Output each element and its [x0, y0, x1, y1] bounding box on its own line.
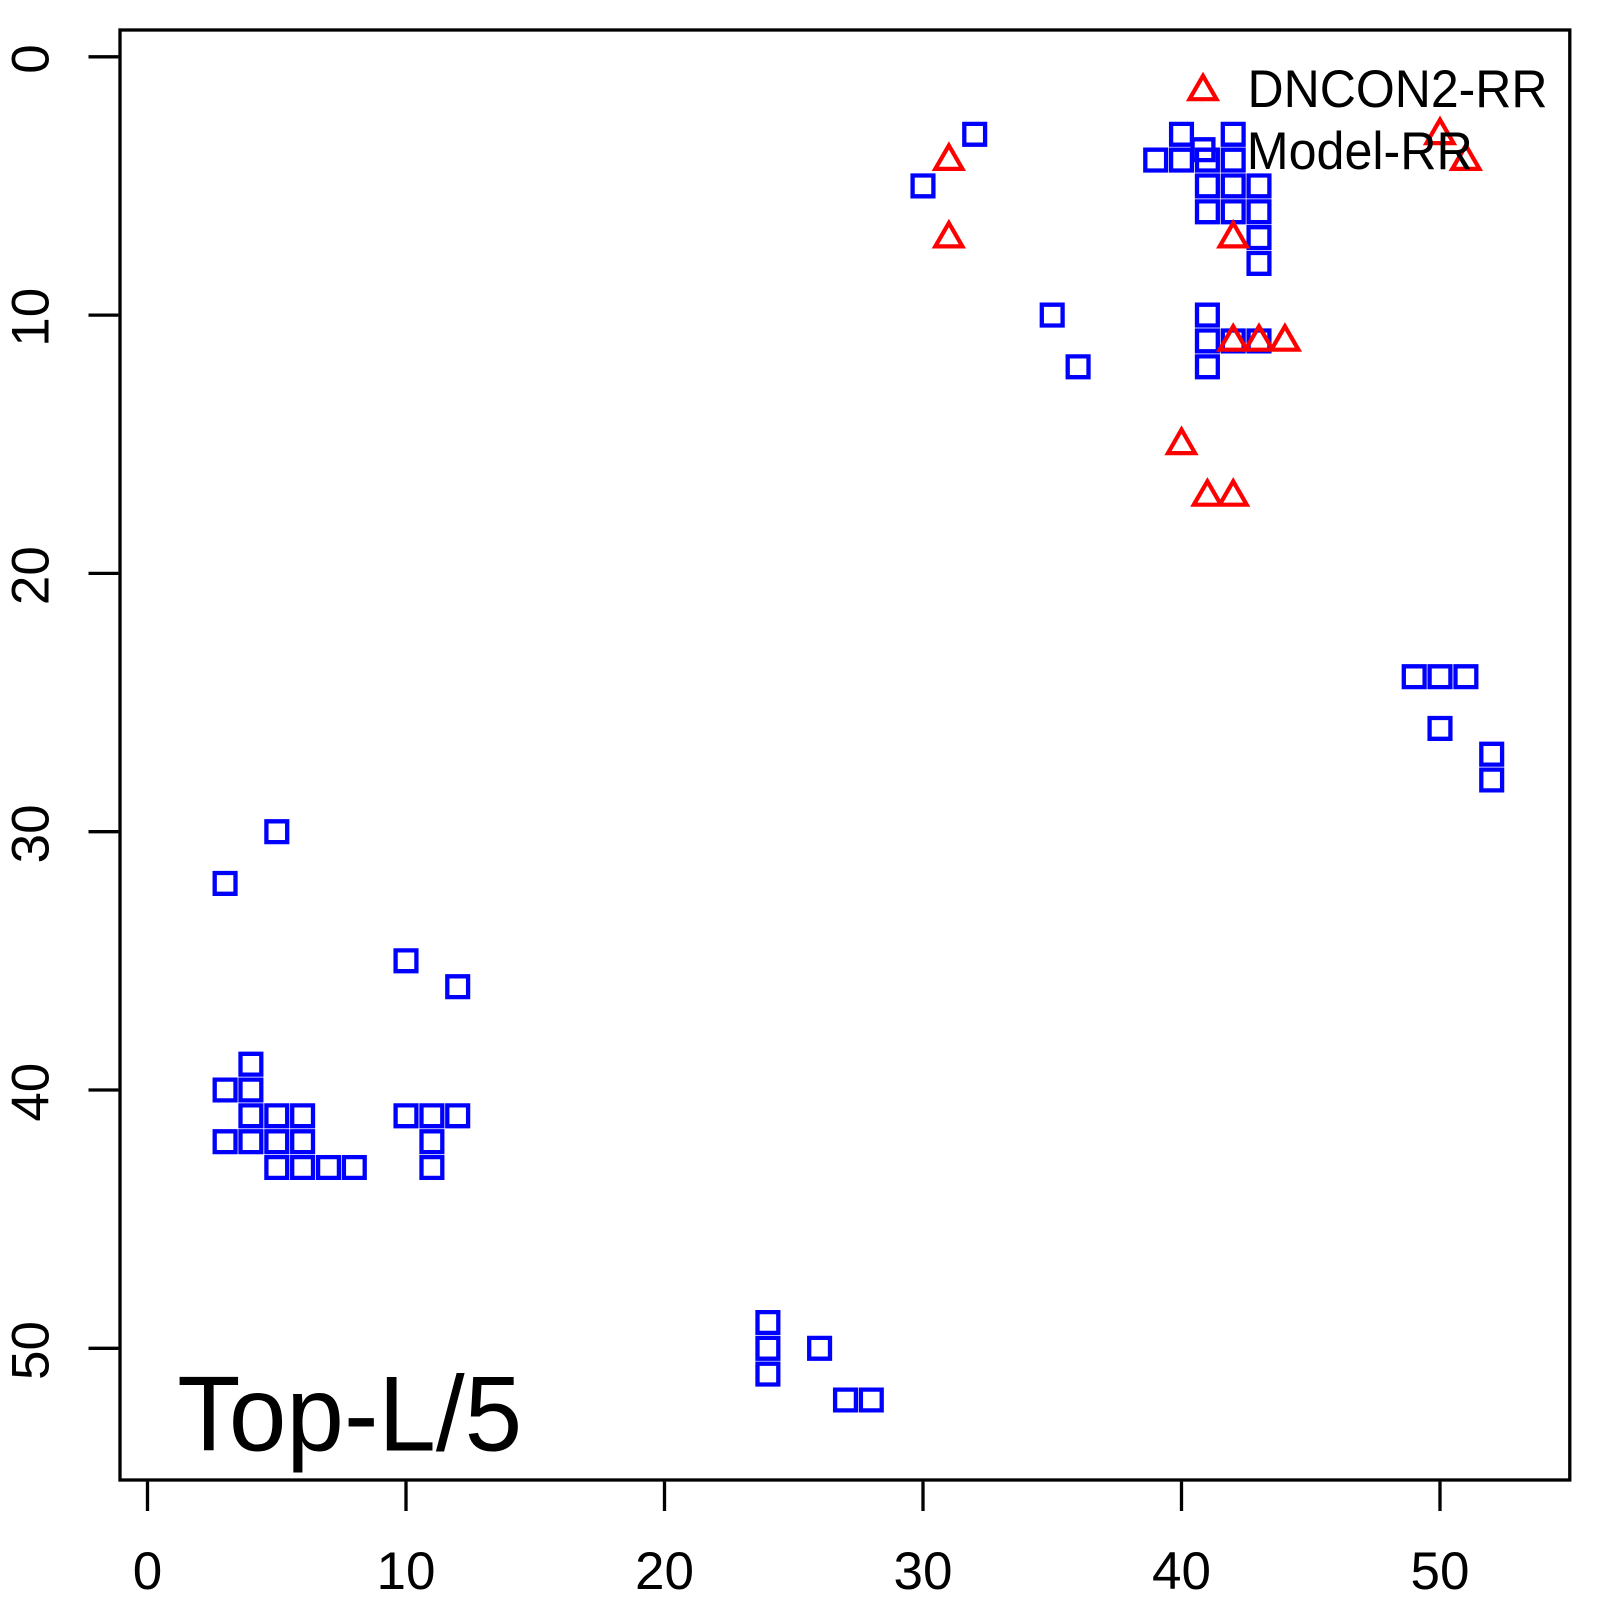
svg-text:0: 0 [133, 1542, 162, 1600]
svg-text:50: 50 [1411, 1542, 1470, 1600]
svg-text:40: 40 [2, 1063, 61, 1122]
svg-text:Top-L/5: Top-L/5 [177, 1354, 522, 1474]
svg-text:20: 20 [635, 1542, 694, 1600]
svg-text:50: 50 [2, 1321, 61, 1380]
svg-text:40: 40 [1152, 1542, 1211, 1600]
svg-text:20: 20 [2, 546, 61, 605]
svg-text:10: 10 [2, 288, 61, 347]
svg-text:30: 30 [2, 804, 61, 863]
svg-text:0: 0 [2, 44, 61, 73]
svg-text:10: 10 [377, 1542, 436, 1600]
svg-text:DNCON2-RR: DNCON2-RR [1248, 60, 1548, 119]
svg-text:30: 30 [894, 1542, 953, 1600]
svg-text:Model-RR: Model-RR [1247, 122, 1473, 181]
